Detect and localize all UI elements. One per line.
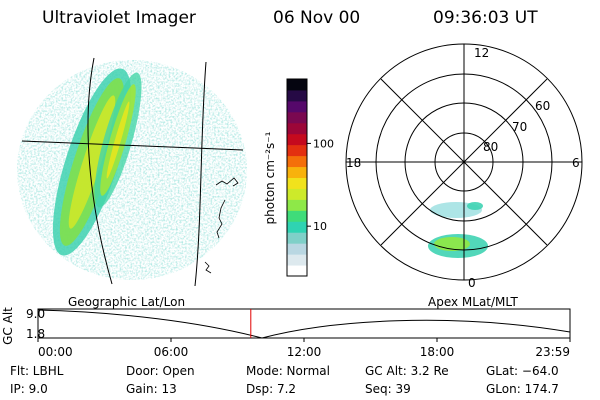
mlat-label-80: 80 [483,140,498,154]
colorbar-segment [287,111,307,124]
timeline-ytick-top: 9.0 [26,307,45,321]
colorbar-segment [287,199,307,211]
mlat-label-70: 70 [512,120,527,134]
mlat-label-60: 60 [535,99,550,113]
timeline-ylabel: GC Alt [1,307,15,345]
colorbar-unit-label: photon cm⁻²s⁻¹ [263,131,277,224]
colorbar-segment [287,177,307,189]
dsp-info: Dsp: 7.2 [246,382,297,396]
mlt-label-6: 6 [572,156,580,170]
colorbar-segment [287,243,307,255]
mlt-label-12: 12 [474,46,489,60]
colorbar-tick-label-0: 100 [313,137,334,150]
glat-info: GLat: −64.0 [486,364,559,378]
colorbar-segment [287,188,307,200]
polar-panel-label: Apex MLat/MLT [428,295,518,309]
geographic-grid [21,57,244,287]
gc-alt-info: GC Alt: 3.2 Re [365,364,449,378]
geographic-panel-label: Geographic Lat/Lon [68,295,186,309]
timeline-xtick-3: 18:00 [420,345,455,359]
polar-grid [345,43,583,281]
auroral-arc-inner [94,72,142,208]
colorbar-segment [287,89,307,102]
colorbar-segment [287,210,307,222]
mlt-label-18: 18 [346,156,361,170]
colorbar-segment [287,100,307,113]
timeline-xtick-2: 12:00 [287,345,322,359]
timeline-xtick-4: 23:59 [535,345,570,359]
filter-info: Flt: LBHL [10,364,64,378]
colorbar-segment [287,144,307,157]
colorbar-segment [287,232,307,244]
altitude-curve [37,309,571,339]
timeline-xtick-0: 00:00 [38,345,73,359]
colorbar-segment [287,254,307,266]
colorbar-segment [287,221,307,233]
observation-date: 06 Nov 00 [273,8,361,28]
instrument-title: Ultraviolet Imager [42,8,196,28]
timeline-ytick-bottom: 1.8 [26,327,45,341]
colorbar-segment [287,122,307,135]
gain-info: Gain: 13 [126,382,177,396]
mlt-label-0: 0 [468,276,476,290]
glon-info: GLon: 174.7 [486,382,559,396]
observation-time: 09:36:03 UT [433,8,538,28]
coastline [204,177,239,274]
mode-info: Mode: Normal [246,364,330,378]
colorbar-tick-label-1: 10 [313,220,327,233]
timeline-xtick-1: 06:00 [154,345,189,359]
colorbar-segment [287,166,307,178]
colorbar-segment [287,79,307,91]
door-info: Door: Open [126,364,195,378]
colorbar-segment [287,155,307,168]
ip-info: IP: 9.0 [10,382,48,396]
seq-info: Seq: 39 [365,382,411,396]
colorbar-segment [287,133,307,146]
colorbar-segment [287,265,307,277]
